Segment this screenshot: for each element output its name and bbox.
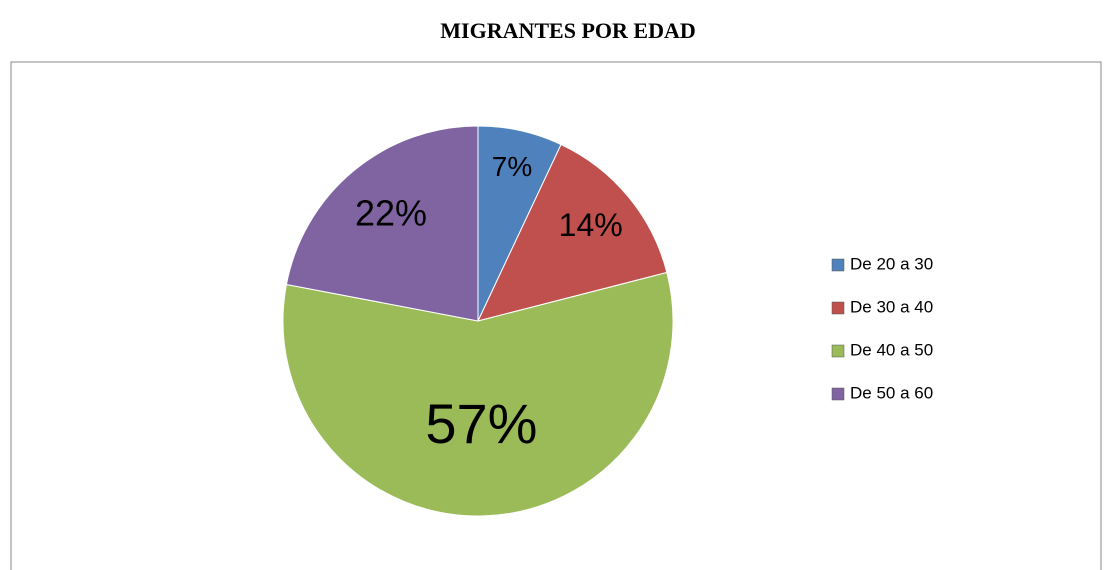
chart-title: MIGRANTES POR EDAD xyxy=(440,18,695,43)
pie-slice xyxy=(285,125,479,322)
data-label: 7% xyxy=(492,151,532,182)
legend-label: De 50 a 60 xyxy=(850,383,933,402)
pie-slice xyxy=(282,271,674,517)
legend-label: De 20 a 30 xyxy=(850,254,933,273)
legend-swatch xyxy=(831,301,845,315)
legend-swatch xyxy=(831,387,845,401)
data-label: 22% xyxy=(355,192,427,233)
pie-slice xyxy=(477,143,668,322)
legend-label: De 30 a 40 xyxy=(850,297,933,316)
legend-swatch xyxy=(831,344,845,358)
data-label: 57% xyxy=(425,392,537,455)
legend-swatch xyxy=(831,258,845,272)
legend-label: De 40 a 50 xyxy=(850,340,933,359)
data-label: 14% xyxy=(559,207,623,243)
